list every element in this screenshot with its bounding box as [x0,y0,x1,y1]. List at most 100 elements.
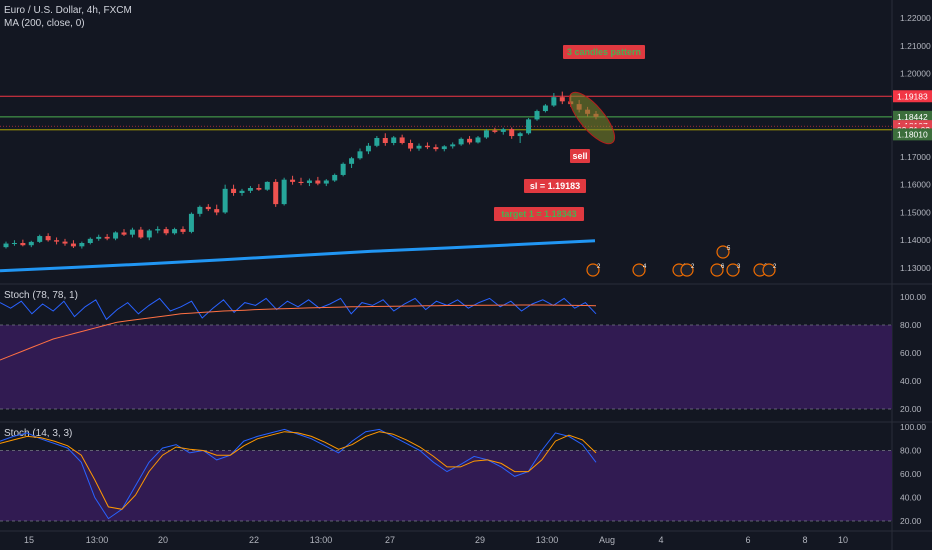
candle-body [542,105,548,112]
candle-body [559,97,565,102]
calendar-event-icon: 2 [762,263,777,277]
candle-body [146,230,152,238]
candle-body [256,188,262,190]
calendar-event-icon: 2 [680,263,695,277]
price-tick-label: 1.14000 [900,235,931,245]
price-tick-label: 1.22000 [900,13,931,23]
candle-body [433,147,439,150]
candle-body [104,236,110,239]
candle-body [483,130,489,138]
candle-body [214,209,220,213]
calendar-event-icon: 6 [710,263,725,277]
calendar-event-icon: 4 [632,263,647,277]
event-count: 3 [737,264,741,270]
candle-body [315,180,321,184]
time-tick-label: 22 [249,535,259,545]
price-badge [893,110,932,123]
candle-body [298,181,304,183]
calendar-event-icon: 2 [586,263,601,277]
candle-body [357,151,363,159]
stoch1-tick-label: 20.00 [900,404,922,414]
candle-body [509,129,515,137]
candle-body [239,190,245,193]
price-badge-label: 1.18442 [897,112,928,122]
candle-body [163,229,169,234]
price-tick-label: 1.20000 [900,69,931,79]
price-tick-label: 1.17000 [900,152,931,162]
price-badge-label: 1.19183 [897,91,928,101]
candle-body [408,143,414,149]
candle-body [349,158,355,164]
price-tick-label: 1.16000 [900,180,931,190]
candle-body [121,232,127,235]
candle-body [306,180,312,183]
candle-body [264,181,270,190]
time-tick-label: 13:00 [86,535,109,545]
time-tick-label: 20 [158,535,168,545]
ma-legend: MA (200, close, 0) [4,18,85,29]
candle-body [526,119,532,134]
stoch2-k-line [0,428,597,520]
time-tick-label: Aug [599,535,615,545]
price-badge [893,90,932,103]
candle-body [475,137,481,143]
price-tick-label: 1.13000 [900,263,931,273]
target-label-bg [494,207,584,221]
candle-body [281,179,287,205]
candle-body [365,145,371,152]
candle-body [247,188,253,191]
event-circle [726,263,740,277]
event-count: 2 [691,264,695,270]
candle-body [458,138,464,145]
time-tick-label: 13:00 [536,535,559,545]
sell-label-bg [570,149,590,163]
sl-label: sl = 1.19183 [530,181,580,191]
candle-body [79,243,85,247]
stoch1-tick-label: 40.00 [900,376,922,386]
chart-title: Euro / U.S. Dollar, 4h, FXCM [4,5,132,16]
candle-body [222,188,228,213]
stoch2-band [0,450,892,521]
event-circle [762,263,776,277]
stoch-legend-1: Stoch (78, 78, 1) [4,290,78,301]
candle-body [290,179,296,182]
event-circle [716,245,730,259]
time-tick-label: 29 [475,535,485,545]
event-circle [586,263,600,277]
candle-body [231,188,237,193]
sl-label-bg [524,179,586,193]
stoch1-tick-label: 60.00 [900,348,922,358]
candle-body [172,229,178,234]
event-circle [680,263,694,277]
event-circle [710,263,724,277]
candle-body [11,243,17,244]
candle-body [551,97,557,106]
candle-body [20,243,26,246]
candle-body [180,229,186,232]
candle-body [416,145,422,149]
candle-body [155,229,161,231]
candle-body [424,145,430,148]
candle-body [374,138,380,146]
candle-body [197,206,203,214]
candle-body [467,138,473,143]
candle-body [441,146,447,150]
event-circle [632,263,646,277]
candle-body [391,137,397,143]
target-label: target 1 = 1.18343 [501,209,576,219]
candle-body [340,163,346,175]
price-tick-label: 1.21000 [900,41,931,51]
candle-body [188,213,194,232]
candle-body [3,243,9,248]
event-count: 4 [643,264,647,270]
stoch2-tick-label: 20.00 [900,516,922,526]
calendar-event-icon: 3 [726,263,741,277]
stoch2-tick-label: 60.00 [900,469,922,479]
candle-body [138,229,144,238]
sell-label: sell [572,151,587,161]
event-count: 5 [727,246,731,252]
event-count: 2 [773,264,777,270]
event-count: 6 [721,264,725,270]
time-tick-label: 4 [658,535,663,545]
